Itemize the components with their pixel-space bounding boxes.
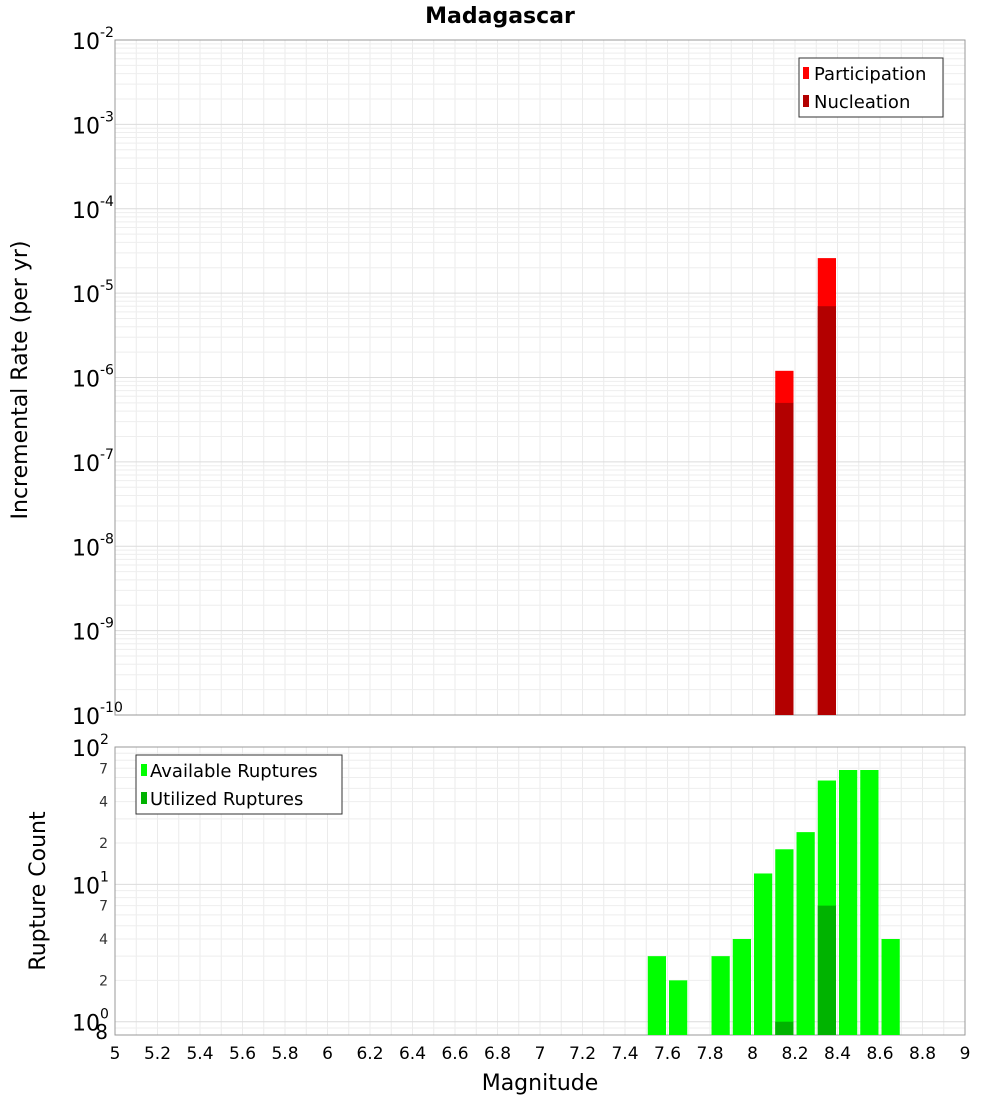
x-tick-label: 7 xyxy=(535,1044,546,1064)
x-tick-label: 6.6 xyxy=(441,1044,468,1064)
bar-available xyxy=(754,873,773,1035)
legend-swatch-nucleation xyxy=(803,95,809,107)
top-y-tick-label: 10-6 xyxy=(72,363,114,393)
x-tick-label: 9 xyxy=(960,1044,971,1064)
x-tick-label: 8.8 xyxy=(909,1044,936,1064)
bar-available xyxy=(881,939,900,1035)
bottom-y-tick-label: 100 xyxy=(72,1007,109,1037)
x-tick-label: 6.8 xyxy=(484,1044,511,1064)
x-tick-label: 5.8 xyxy=(271,1044,298,1064)
bar-available xyxy=(775,849,794,1035)
x-tick-label: 5.2 xyxy=(144,1044,171,1064)
top-y-tick-label: 10-2 xyxy=(72,25,114,55)
x-tick-label: 7.8 xyxy=(696,1044,723,1064)
bottom-y-minor-tick-label: 4 xyxy=(99,795,108,811)
top-y-tick-label: 10-9 xyxy=(72,616,114,646)
top-plot-area xyxy=(114,39,966,716)
x-axis-label: Magnitude xyxy=(482,1071,599,1096)
legend-label-participation: Participation xyxy=(814,64,926,85)
x-tick-label: 5.4 xyxy=(186,1044,213,1064)
top-y-tick-label: 10-4 xyxy=(72,194,114,224)
bar-available xyxy=(839,770,858,1035)
bottom-y-minor-tick-label: 2 xyxy=(99,836,108,852)
bar-available xyxy=(860,770,879,1035)
x-tick-label: 6.4 xyxy=(399,1044,426,1064)
bottom-y-minor-tick-label: 7 xyxy=(99,761,108,777)
top-y-tick-label: 10-3 xyxy=(72,109,114,139)
bottom-y-tick-label: 102 xyxy=(72,732,109,762)
x-tick-label: 8 xyxy=(747,1044,758,1064)
bar-available xyxy=(711,956,730,1035)
bottom-y-axis-ticks: 100 101 102 8 2 4 7 2 4 7 xyxy=(72,732,109,1044)
x-tick-label: 6.2 xyxy=(356,1044,383,1064)
x-tick-label: 8.4 xyxy=(824,1044,851,1064)
x-tick-label: 7.2 xyxy=(569,1044,596,1064)
legend-label-utilized: Utilized Ruptures xyxy=(150,789,303,810)
bottom-plot-area xyxy=(114,746,966,1036)
bottom-y-minor-tick-label: 4 xyxy=(99,932,108,948)
bar-utilized xyxy=(775,1021,794,1035)
x-tick-label: 5.6 xyxy=(229,1044,256,1064)
top-legend-box xyxy=(798,57,944,118)
bar-nucleation xyxy=(775,402,794,715)
top-legend: Participation Nucleation xyxy=(798,57,944,118)
x-tick-label: 8.6 xyxy=(866,1044,893,1064)
top-plot-grid xyxy=(114,40,966,716)
bottom-legend: Available Ruptures Utilized Ruptures xyxy=(135,754,343,815)
top-plot-bars xyxy=(775,258,836,715)
legend-swatch-utilized xyxy=(141,792,147,804)
bar-available xyxy=(796,832,815,1035)
chart-title: Madagascar xyxy=(425,4,575,29)
bottom-y-axis-label: Rupture Count xyxy=(26,811,51,971)
bar-nucleation xyxy=(817,306,836,715)
bar-available xyxy=(669,980,688,1035)
bar-utilized xyxy=(817,905,836,1035)
x-tick-label: 7.6 xyxy=(654,1044,681,1064)
legend-label-available: Available Ruptures xyxy=(150,761,318,782)
top-y-tick-label: 10-7 xyxy=(72,447,114,477)
legend-label-nucleation: Nucleation xyxy=(814,92,910,113)
bottom-legend-box xyxy=(135,754,343,815)
legend-swatch-available xyxy=(141,764,147,776)
bottom-y-minor-tick-label: 2 xyxy=(99,973,108,989)
bottom-plot-bars xyxy=(647,770,900,1035)
bottom-y-minor-tick-label: 8 xyxy=(95,1020,108,1044)
x-tick-label: 6 xyxy=(322,1044,333,1064)
x-tick-label: 5 xyxy=(110,1044,121,1064)
x-tick-label: 8.2 xyxy=(781,1044,808,1064)
top-y-tick-label: 10-5 xyxy=(72,278,114,308)
top-y-axis-label: Incremental Rate (per yr) xyxy=(8,241,33,520)
bar-available xyxy=(732,939,751,1035)
x-tick-label: 7.4 xyxy=(611,1044,638,1064)
bar-available xyxy=(647,956,666,1035)
top-y-tick-label: 10-8 xyxy=(72,531,114,561)
top-y-tick-label: 10-10 xyxy=(72,700,123,730)
top-y-axis-ticks: 10-10 10-9 10-8 10-7 10-6 10-5 10-4 10-3 10-2 xyxy=(72,25,123,730)
bottom-y-tick-label: 101 xyxy=(72,869,109,899)
x-axis-ticks: 5 5.2 5.4 5.6 5.8 6 6.2 6.4 6.6 6.8 7 7.2 7.4 7.6 7.8 8… xyxy=(110,1044,971,1064)
legend-swatch-participation xyxy=(803,67,809,79)
bottom-y-minor-tick-label: 7 xyxy=(99,899,108,915)
